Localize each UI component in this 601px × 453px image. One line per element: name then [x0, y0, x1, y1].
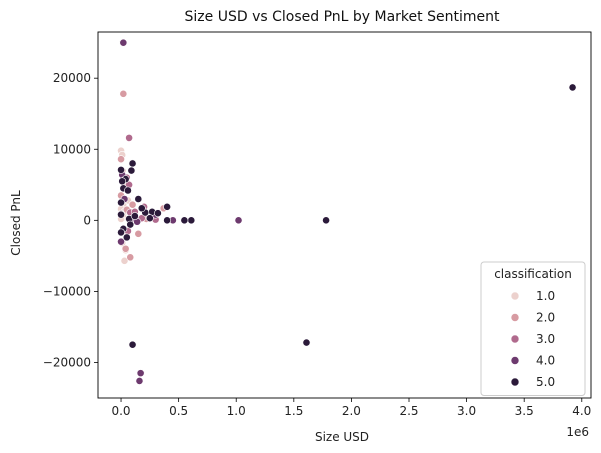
- legend-label: 1.0: [536, 289, 555, 303]
- x-tick-label: 0.0: [111, 404, 130, 418]
- scatter-point: [128, 340, 137, 349]
- legend-box: [480, 261, 586, 396]
- scatter-point: [122, 233, 131, 242]
- scatter-point: [117, 210, 125, 219]
- y-tick-label: 20000: [53, 71, 91, 85]
- legend-marker: [510, 334, 520, 344]
- legend-title: classification: [494, 267, 572, 281]
- legend-marker: [510, 291, 520, 301]
- x-tick-label: 2.5: [399, 404, 418, 418]
- scatter-point: [568, 83, 577, 92]
- x-tick-label: 3.0: [457, 404, 476, 418]
- scatter-point: [163, 202, 172, 211]
- x-axis: 0.0 0.5 1.0 1.5 2.0 2.5 3.0 3.5 4.0: [111, 398, 591, 418]
- scatter-point: [117, 198, 125, 207]
- scatter-point: [126, 220, 135, 229]
- scatter-point: [137, 204, 146, 213]
- x-tick-label: 2.0: [342, 404, 361, 418]
- y-axis: −20000 −10000 0 10000 20000: [43, 71, 98, 369]
- x-tick-label: 1.0: [227, 404, 246, 418]
- chart-title: Size USD vs Closed PnL by Market Sentime…: [185, 9, 500, 25]
- points-layer: [117, 38, 577, 385]
- scatter-point: [163, 216, 172, 225]
- legend-label: 2.0: [536, 311, 555, 325]
- legend-marker: [510, 356, 520, 365]
- y-tick-label: 0: [83, 213, 91, 227]
- y-tick-label: −20000: [43, 355, 91, 369]
- scatter-point: [119, 38, 128, 47]
- x-tick-label: 1.5: [284, 404, 303, 418]
- legend-label: 3.0: [536, 332, 555, 346]
- scatter-point: [134, 229, 143, 238]
- scatter-point: [117, 237, 125, 246]
- x-axis-label: Size USD: [315, 430, 369, 444]
- y-tick-label: 10000: [53, 142, 91, 156]
- x-tick-label: 4.0: [572, 404, 591, 418]
- scatter-point: [187, 216, 196, 225]
- y-axis-label: Closed PnL: [9, 190, 23, 256]
- legend-marker: [510, 313, 520, 322]
- scatter-point: [128, 200, 137, 209]
- scatter-point: [180, 216, 189, 225]
- scatter-point: [117, 155, 125, 164]
- scatter-point: [126, 253, 135, 262]
- scatter-point: [125, 133, 134, 142]
- scatter-point: [117, 228, 125, 237]
- scatter-point: [127, 166, 136, 175]
- y-tick-label: −10000: [43, 284, 91, 298]
- scatter-point: [322, 216, 330, 225]
- scatter-point: [145, 214, 154, 223]
- x-tick-label: 3.5: [515, 404, 534, 418]
- scatter-point: [130, 212, 139, 220]
- scatter-point: [118, 177, 127, 186]
- scatter-point: [234, 216, 243, 225]
- scatter-point: [302, 338, 311, 347]
- legend-items: 1.0 2.0 3.0 4.0 5.0: [510, 289, 555, 389]
- scatter-point: [124, 186, 132, 195]
- legend-label: 5.0: [536, 375, 555, 389]
- scatter-point: [119, 89, 128, 98]
- legend: classification 1.0 2.0 3.0 4.0 5.0: [480, 261, 586, 396]
- legend-marker: [510, 377, 520, 387]
- scatter-point: [128, 159, 137, 168]
- x-tick-label: 0.5: [169, 404, 188, 418]
- x-axis-offset-label: 1e6: [566, 425, 589, 439]
- scatter-point: [136, 369, 145, 378]
- scatter-point: [135, 377, 144, 385]
- scatter-point: [134, 195, 143, 203]
- scatter-point: [120, 256, 129, 265]
- legend-label: 4.0: [536, 354, 555, 368]
- plot-frame: [97, 31, 592, 399]
- scatter-point: [153, 209, 162, 218]
- scatter-point: [117, 165, 125, 174]
- scatter-point: [121, 244, 130, 253]
